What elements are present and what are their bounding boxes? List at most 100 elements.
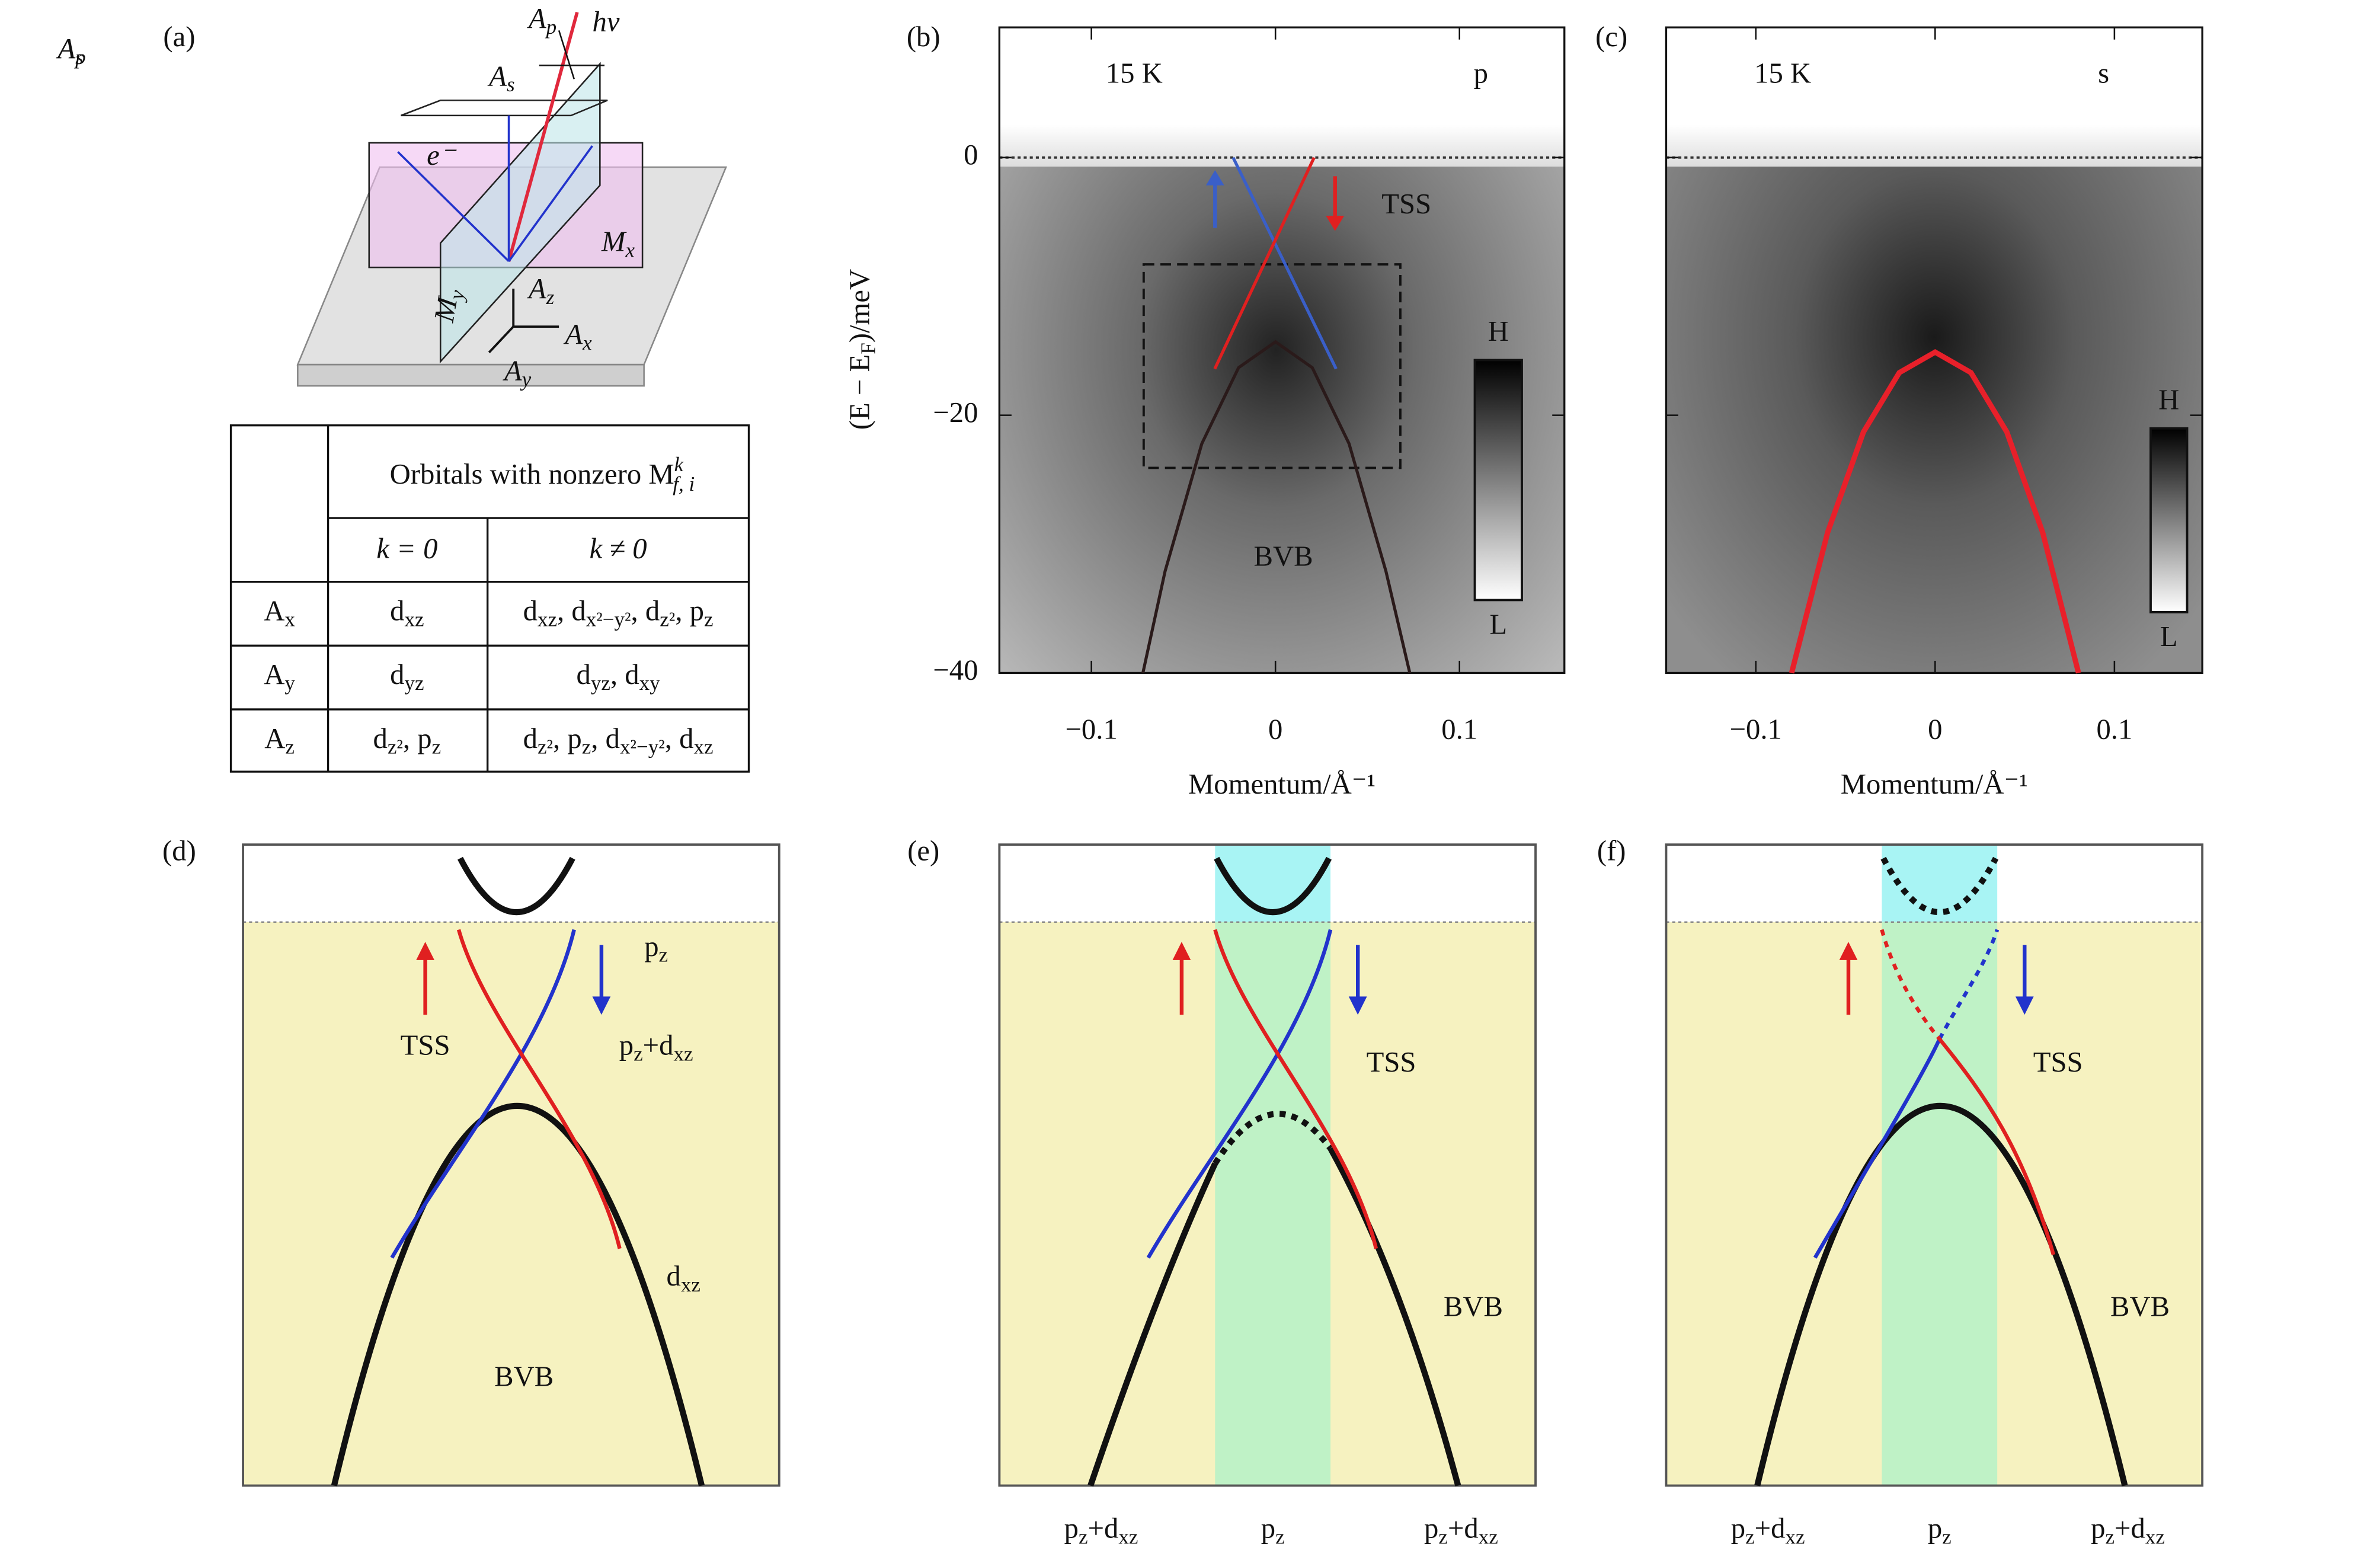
table-cell-part: xy <box>639 672 661 695</box>
table-cell: Az <box>264 722 295 759</box>
x-axis-label: Momentum/Å⁻¹ <box>1841 768 2028 800</box>
colorbar-label: H <box>2158 383 2179 415</box>
pz-band <box>1215 922 1331 1486</box>
diagram-label-part: A <box>503 355 522 387</box>
diagram-label-part: s <box>507 73 515 96</box>
plot-frame <box>1665 26 2203 674</box>
annotation: BVB <box>1254 540 1313 572</box>
panel-label: (f) <box>1597 835 1626 867</box>
orbital-label-part: z <box>1079 1525 1088 1548</box>
table-border <box>229 424 750 773</box>
band-label: TSS <box>1367 1046 1416 1078</box>
diagram-label-part: A <box>563 318 583 350</box>
table-cell: dz², pz <box>373 722 442 759</box>
orbital-label: pz+dxz <box>2091 1513 2165 1549</box>
table-cell-part: z² <box>388 736 403 759</box>
orbital-label-part: p <box>1064 1513 1079 1545</box>
y-axis-label-part: )/meV <box>844 269 876 343</box>
table-subheader: k = 0 <box>376 533 437 565</box>
arrow-head <box>1348 996 1367 1015</box>
table-cell: dz², pz, dx²−y², dxz <box>523 722 714 759</box>
arrow-head <box>1205 170 1224 186</box>
polarization-label-part: A <box>56 33 75 65</box>
band-label-part: z <box>634 1042 643 1065</box>
orbital-label-part: p <box>1928 1513 1942 1545</box>
orbital-label-part: +d <box>2115 1513 2145 1545</box>
diagram-label: Az <box>527 273 555 309</box>
polarization-label: As <box>56 33 83 69</box>
table-cell-part: x <box>284 607 295 631</box>
table-cell-part: xz <box>538 607 557 631</box>
tss-red <box>1213 929 1378 1249</box>
pz-band <box>1882 922 1998 1486</box>
orbital-label-part: p <box>1731 1513 1745 1545</box>
orbital-label-part: z <box>1942 1525 1952 1548</box>
annotation: p <box>1474 57 1488 89</box>
x-tick-label: −0.1 <box>1065 714 1117 746</box>
orbital-label-part: z <box>1438 1525 1448 1548</box>
arrow-head <box>1326 216 1345 231</box>
orbital-label-part: +d <box>1088 1513 1119 1545</box>
band-label-part: d <box>667 1260 681 1292</box>
table-cell-part: x²−y² <box>586 607 631 631</box>
bvb <box>1754 1103 2128 1486</box>
x-tick-label: 0.1 <box>2096 714 2132 746</box>
band-label-part: +d <box>643 1029 674 1061</box>
table-cell-part: , d <box>610 658 639 690</box>
diagram-label: Ap <box>527 2 556 39</box>
polarization-label-part: p <box>73 46 86 69</box>
annotation: 15 K <box>1106 57 1163 89</box>
orbital-label-part: z <box>2106 1525 2115 1548</box>
orbital-label-part: xz <box>2145 1525 2165 1548</box>
table-cell: dxz <box>390 595 424 631</box>
table-cell-part: yz <box>404 672 424 695</box>
mirror-plane-y <box>439 62 601 364</box>
above-fermi <box>999 27 1565 167</box>
geometry-diagram <box>296 11 727 387</box>
bvb <box>1212 1111 1333 1165</box>
annotation: s <box>2098 57 2109 89</box>
x-tick-label: 0 <box>1928 714 1942 746</box>
band-label-part: xz <box>673 1042 693 1065</box>
band-label: BVB <box>2110 1290 2170 1322</box>
axis-arrow <box>488 325 514 353</box>
panel-label: (c) <box>1595 21 1627 53</box>
table-cell-part: , d <box>591 722 620 754</box>
bvb <box>1327 1147 1461 1486</box>
band-label-part: xz <box>681 1273 700 1296</box>
orbital-label-part: p <box>2091 1513 2105 1545</box>
diagram-label: Mx <box>601 226 635 262</box>
table-cell-part: d <box>390 595 404 627</box>
diagram-label-part: z <box>546 286 555 309</box>
frame <box>998 843 1537 1487</box>
table-cell-part: yz <box>591 672 610 695</box>
table-cell: dyz <box>390 658 424 695</box>
table-cell: dxz, dx²−y², dz², pz <box>523 595 714 631</box>
diagram-label: Ay <box>503 355 532 391</box>
header-sup: k <box>674 453 684 476</box>
annotation: TSS <box>1381 188 1431 220</box>
y-axis-label: (E − EF)/meV <box>844 269 880 430</box>
orbital-label-part: p <box>1261 1513 1275 1545</box>
header-text: Orbitals with nonzero M <box>390 458 674 490</box>
band-label: BVB <box>1444 1290 1503 1322</box>
band-label-part: z <box>659 944 668 967</box>
table-cell-part: d <box>373 722 388 754</box>
tss-blue <box>1937 929 2000 1040</box>
band-curve <box>1141 340 1412 674</box>
diagram-label: e⁻ <box>427 139 457 171</box>
table-cell: Ax <box>264 595 295 631</box>
pz-band-top <box>1882 845 1998 922</box>
bvb <box>1087 1162 1218 1487</box>
x-axis-label: Momentum/Å⁻¹ <box>1188 768 1375 800</box>
polarization-label: Ap <box>56 33 85 69</box>
table-cell-part: z <box>582 736 591 759</box>
colorbar-label: H <box>1488 315 1509 347</box>
colorbar-label: L <box>1489 609 1507 641</box>
diagram-label-part: A <box>527 2 546 34</box>
conduction-band <box>1880 856 1999 915</box>
